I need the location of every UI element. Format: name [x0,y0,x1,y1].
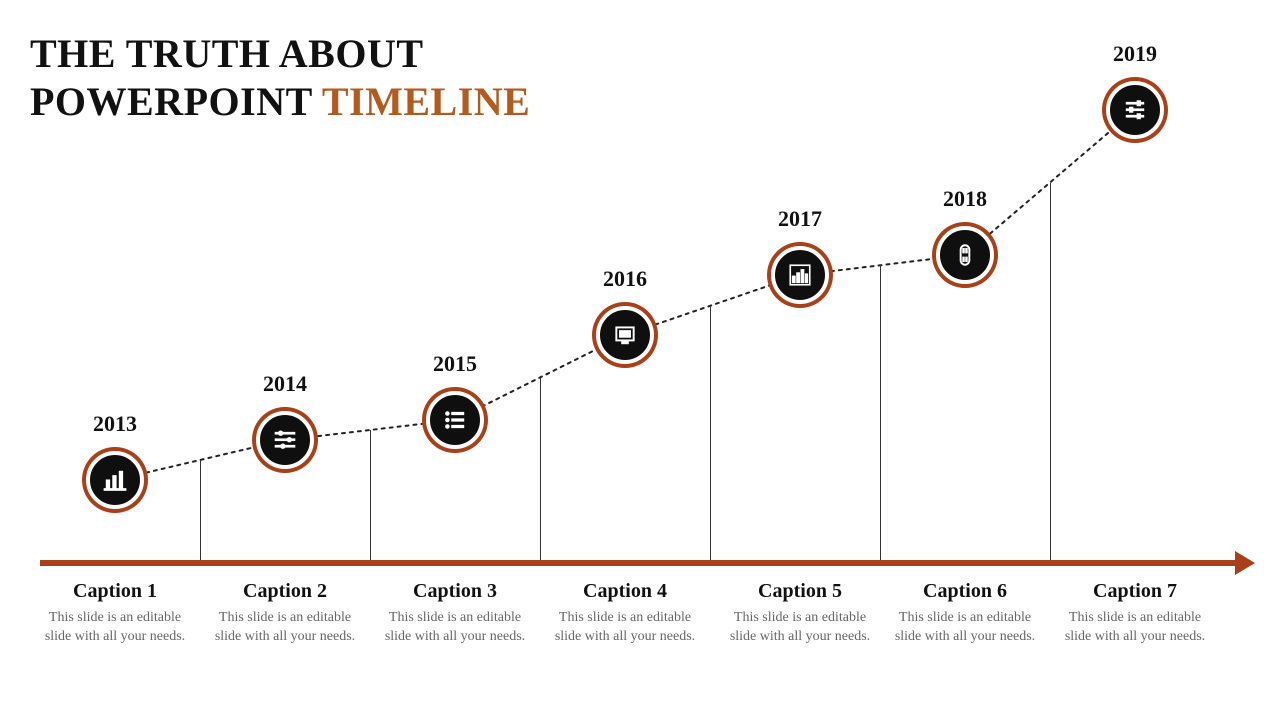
settings-icon [1122,97,1148,123]
baseline-arrow-head [1235,551,1255,575]
baseline-arrow [40,560,1235,566]
capsule-icon [952,242,978,268]
caption-title: Caption 5 [723,580,878,603]
caption-block: Caption 1 This slide is an editable slide… [38,580,193,647]
caption-body: This slide is an editable slide with all… [208,609,363,647]
caption-title: Caption 6 [888,580,1043,603]
grid-chart-icon [787,262,813,288]
timeline-node [426,391,484,449]
caption-title: Caption 4 [548,580,703,603]
caption-body: This slide is an editable slide with all… [888,609,1043,647]
caption-block: Caption 2 This slide is an editable slide… [208,580,363,647]
year-label: 2016 [603,266,647,292]
timeline-node [1106,81,1164,139]
year-label: 2018 [943,186,987,212]
caption-title: Caption 2 [208,580,363,603]
drop-line [1050,183,1051,561]
drop-line [200,460,201,560]
timeline-chart: 2013 Caption 1 This slide is an editable s… [0,0,1280,720]
timeline-node [936,226,994,284]
caption-title: Caption 3 [378,580,533,603]
drop-line [370,430,371,560]
year-label: 2015 [433,351,477,377]
drop-line [710,306,711,560]
list-icon [442,407,468,433]
year-label: 2017 [778,206,822,232]
drop-line [880,265,881,560]
caption-block: Caption 3 This slide is an editable slide… [378,580,533,647]
caption-body: This slide is an editable slide with all… [723,609,878,647]
caption-block: Caption 5 This slide is an editable slide… [723,580,878,647]
timeline-node [771,246,829,304]
caption-block: Caption 4 This slide is an editable slide… [548,580,703,647]
caption-body: This slide is an editable slide with all… [548,609,703,647]
sliders-icon [272,427,298,453]
bar-chart-icon [102,467,128,493]
caption-body: This slide is an editable slide with all… [38,609,193,647]
caption-block: Caption 7 This slide is an editable slide… [1058,580,1213,647]
screen-icon [612,322,638,348]
drop-line [540,378,541,561]
year-label: 2014 [263,371,307,397]
caption-block: Caption 6 This slide is an editable slide… [888,580,1043,647]
caption-title: Caption 7 [1058,580,1213,603]
caption-title: Caption 1 [38,580,193,603]
year-label: 2013 [93,411,137,437]
caption-body: This slide is an editable slide with all… [378,609,533,647]
caption-body: This slide is an editable slide with all… [1058,609,1213,647]
timeline-node [256,411,314,469]
year-label: 2019 [1113,41,1157,67]
timeline-node [86,451,144,509]
timeline-node [596,306,654,364]
